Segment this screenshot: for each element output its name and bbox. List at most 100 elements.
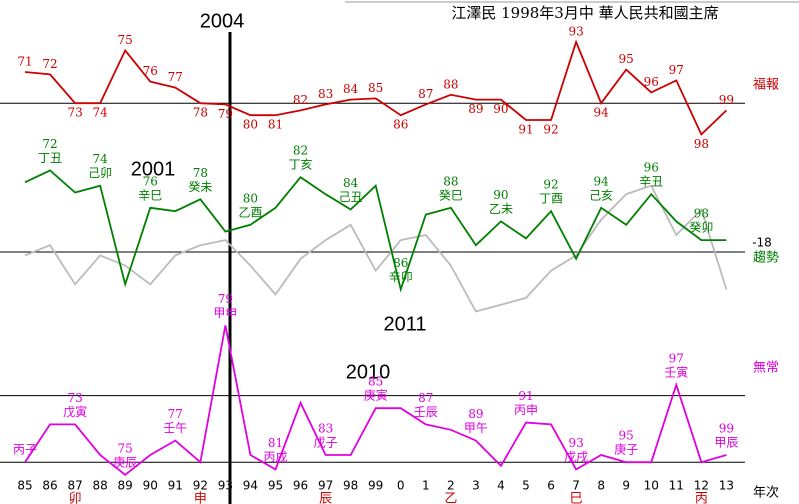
x-tick-label: 12: [694, 479, 709, 493]
x-tick-label: 85: [17, 479, 32, 493]
point-label: 87: [418, 391, 433, 405]
x-tick-label: 98: [343, 479, 358, 493]
chart-title: 江澤民 1998年3月中 華人民共和國主席: [451, 4, 718, 22]
point-label: 丁酉: [539, 192, 563, 206]
point-label: 84: [343, 176, 359, 190]
point-label: 92: [543, 123, 558, 137]
point-label: 丁亥: [289, 158, 313, 172]
point-label: 93: [568, 436, 583, 450]
point-label: 丙申: [514, 403, 538, 417]
point-label: 乙酉: [238, 205, 262, 219]
point-label: 79: [218, 107, 233, 121]
point-label: 甲午: [464, 421, 488, 435]
x-axis-label: 年次: [753, 485, 779, 501]
annotation: 2010: [346, 361, 391, 383]
x-tick-label: 5: [522, 479, 530, 493]
x-tick-label: 0: [397, 479, 405, 493]
point-label: 89: [468, 407, 483, 421]
point-label: 79: [218, 292, 233, 306]
point-label: 78: [193, 166, 208, 180]
point-label: 86: [393, 256, 408, 270]
point-label: 82: [293, 144, 308, 158]
point-label: 77: [168, 70, 183, 84]
point-label: 癸卯: [689, 221, 713, 235]
panel-note: -18: [752, 236, 772, 250]
point-label: 78: [193, 106, 208, 120]
data-line: [24, 325, 727, 476]
x-tick-label: 1: [422, 479, 430, 493]
point-label: 辛丑: [639, 175, 663, 189]
data-line: [24, 184, 728, 313]
point-label: 97: [669, 351, 684, 365]
point-label: 89: [468, 102, 483, 116]
annotation: 2004: [200, 10, 245, 32]
point-label: 73: [67, 391, 82, 405]
point-label: 乙未: [489, 202, 513, 216]
point-label: 甲辰: [714, 436, 738, 450]
data-line: [24, 169, 727, 293]
x-tick-label: 2: [447, 479, 455, 493]
point-label: 丙子: [13, 443, 37, 457]
point-label: 71: [17, 55, 32, 69]
point-label: 90: [493, 188, 508, 202]
x-sublabel: 卯: [69, 492, 82, 504]
point-label: 癸巳: [439, 188, 463, 202]
x-tick-label: 89: [118, 479, 133, 493]
point-label: 72: [42, 137, 57, 151]
point-label: 己丑: [339, 190, 363, 204]
point-label: 丁丑: [38, 151, 62, 165]
x-tick-label: 99: [368, 479, 383, 493]
point-label: 95: [619, 52, 634, 66]
point-label: 85: [368, 375, 383, 389]
point-label: 98: [694, 137, 709, 151]
point-label: 94: [594, 174, 610, 188]
point-label: 辛巳: [138, 188, 162, 202]
panel-name: 趨勢: [753, 251, 779, 266]
point-label: 庚寅: [364, 388, 388, 403]
annotation: 2001: [131, 158, 176, 180]
point-label: 80: [243, 191, 258, 205]
point-label: 壬寅: [664, 364, 688, 379]
x-tick-label: 11: [669, 479, 684, 493]
x-tick-label: 92: [193, 479, 208, 493]
point-label: 75: [118, 33, 133, 47]
point-label: 73: [67, 106, 82, 120]
point-label: 94: [594, 106, 610, 120]
x-tick-label: 88: [93, 479, 108, 493]
point-label: 86: [393, 118, 408, 132]
point-label: 72: [42, 57, 57, 71]
point-label: 庚辰: [113, 454, 137, 469]
x-tick-label: 94: [243, 479, 258, 493]
panel-name: 無常: [753, 361, 779, 376]
x-tick-label: 13: [719, 479, 734, 493]
x-tick-label: 93: [218, 479, 233, 493]
x-tick-label: 4: [497, 479, 505, 493]
x-tick-label: 86: [42, 479, 57, 493]
point-label: 87: [418, 87, 433, 101]
point-label: 98: [694, 207, 709, 221]
x-tick-label: 91: [168, 479, 183, 493]
x-sublabel: 申: [194, 492, 207, 504]
point-label: 91: [518, 389, 533, 403]
x-sublabel: 辰: [319, 492, 332, 504]
point-label: 99: [719, 93, 734, 107]
point-label: 97: [669, 63, 684, 77]
point-label: 庚子: [614, 442, 638, 457]
x-tick-label: 90: [143, 479, 158, 493]
point-label: 84: [343, 82, 359, 96]
point-label: 81: [268, 436, 283, 450]
x-tick-label: 95: [268, 479, 283, 493]
x-tick-label: 3: [472, 479, 480, 493]
point-label: 83: [318, 87, 333, 101]
point-label: 76: [143, 174, 158, 188]
point-label: 93: [568, 25, 583, 39]
point-label: 甲申: [213, 306, 237, 320]
panel-name: 福報: [753, 78, 779, 93]
point-label: 壬辰: [414, 405, 438, 419]
point-label: 76: [143, 64, 158, 78]
point-label: 戊子: [314, 436, 338, 450]
x-tick-label: 96: [293, 479, 308, 493]
point-label: 75: [118, 441, 133, 455]
point-label: 丙戌: [263, 450, 287, 464]
